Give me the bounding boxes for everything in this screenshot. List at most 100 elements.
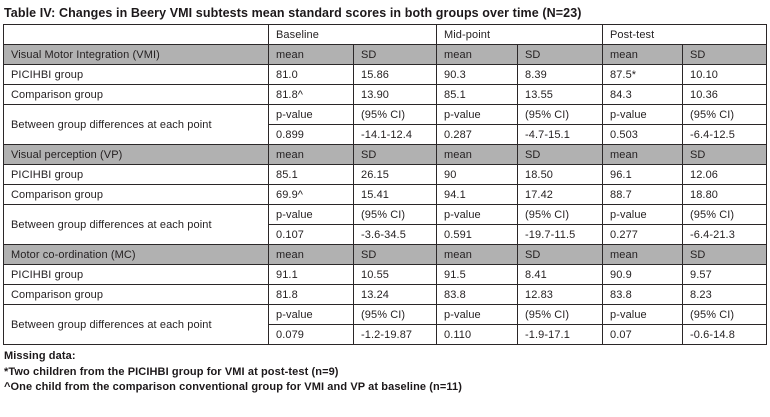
stat-header: mean — [602, 244, 683, 265]
value-cell: 0.107 — [268, 224, 354, 245]
value-cell: 26.15 — [353, 164, 437, 185]
row-label: Comparison group — [3, 84, 269, 105]
diff-header-cell: (95% CI) — [517, 204, 603, 225]
diff-header-cell: (95% CI) — [517, 104, 603, 125]
period-header-posttest: Post-test — [602, 24, 767, 45]
diff-header-cell: (95% CI) — [682, 104, 767, 125]
value-cell: 87.5* — [602, 64, 683, 85]
value-cell: 8.39 — [517, 64, 603, 85]
value-cell: -1.2-19.87 — [353, 324, 437, 345]
row-label: PICIHBI group — [3, 64, 269, 85]
value-cell: 0.899 — [268, 124, 354, 145]
value-cell: 90 — [436, 164, 518, 185]
stat-header: SD — [353, 144, 437, 165]
value-cell: 10.55 — [353, 264, 437, 285]
value-cell: 0.079 — [268, 324, 354, 345]
diff-header-cell: (95% CI) — [682, 204, 767, 225]
stat-header: mean — [268, 44, 354, 65]
value-cell: 10.36 — [682, 84, 767, 105]
value-cell: 0.287 — [436, 124, 518, 145]
value-cell: 8.23 — [682, 284, 767, 305]
stat-header: SD — [517, 44, 603, 65]
footnotes: Missing data: *Two children from the PIC… — [3, 345, 770, 396]
section-name: Visual perception (VP) — [3, 144, 269, 165]
stat-header: SD — [353, 44, 437, 65]
diff-header-cell: p-value — [602, 304, 683, 325]
value-cell: 12.06 — [682, 164, 767, 185]
diff-header-cell: p-value — [268, 304, 354, 325]
diff-header-cell: p-value — [268, 204, 354, 225]
row-label: Between group differences at each point — [3, 104, 269, 145]
stat-header: mean — [602, 44, 683, 65]
value-cell: 91.5 — [436, 264, 518, 285]
table-row: PICIHBI group 85.1 26.15 90 18.50 96.1 1… — [3, 164, 767, 185]
value-cell: 69.9^ — [268, 184, 354, 205]
value-cell: 94.1 — [436, 184, 518, 205]
value-cell: 90.3 — [436, 64, 518, 85]
section-name: Visual Motor Integration (VMI) — [3, 44, 269, 65]
stat-header: mean — [436, 144, 518, 165]
value-cell: 13.55 — [517, 84, 603, 105]
period-header-baseline: Baseline — [268, 24, 437, 45]
row-label: Comparison group — [3, 284, 269, 305]
value-cell: -0.6-14.8 — [682, 324, 767, 345]
diff-header-cell: p-value — [268, 104, 354, 125]
value-cell: 15.86 — [353, 64, 437, 85]
diff-header-cell: p-value — [436, 204, 518, 225]
value-cell: 13.24 — [353, 284, 437, 305]
diff-header-cell: p-value — [602, 104, 683, 125]
value-cell: 91.1 — [268, 264, 354, 285]
diff-value-row: 0.899 -14.1-12.4 0.287 -4.7-15.1 0.503 -… — [4, 124, 767, 145]
value-cell: 0.07 — [602, 324, 683, 345]
stat-header: mean — [602, 144, 683, 165]
value-cell: 0.110 — [436, 324, 518, 345]
stat-header: mean — [436, 244, 518, 265]
row-label: Between group differences at each point — [3, 304, 269, 345]
table-row: Comparison group 81.8^ 13.90 85.1 13.55 … — [3, 84, 767, 105]
diff-value-row: 0.079 -1.2-19.87 0.110 -1.9-17.1 0.07 -0… — [4, 324, 767, 345]
table-row: Comparison group 81.8 13.24 83.8 12.83 8… — [3, 284, 767, 305]
table-row: PICIHBI group 91.1 10.55 91.5 8.41 90.9 … — [3, 264, 767, 285]
value-cell: 90.9 — [602, 264, 683, 285]
diff-header-cell: (95% CI) — [682, 304, 767, 325]
stat-header: mean — [268, 144, 354, 165]
value-cell: 0.591 — [436, 224, 518, 245]
table-row: Comparison group 69.9^ 15.41 94.1 17.42 … — [3, 184, 767, 205]
beery-vmi-results-table: Baseline Mid-point Post-test Visual Moto… — [3, 24, 767, 345]
value-cell: -3.6-34.5 — [353, 224, 437, 245]
value-cell: 85.1 — [268, 164, 354, 185]
value-cell: 83.8 — [436, 284, 518, 305]
footnote-heading: Missing data: — [4, 350, 76, 362]
value-cell: 8.41 — [517, 264, 603, 285]
value-cell: 13.90 — [353, 84, 437, 105]
diff-header-row: Between group differences at each point … — [3, 104, 767, 145]
section-header-row-mc: Motor co-ordination (MC) mean SD mean SD… — [3, 244, 767, 265]
stat-header: SD — [682, 244, 767, 265]
diff-header-row: Between group differences at each point … — [3, 204, 767, 245]
value-cell: 17.42 — [517, 184, 603, 205]
value-cell: 15.41 — [353, 184, 437, 205]
value-cell: 81.8 — [268, 284, 354, 305]
row-label: PICIHBI group — [3, 164, 269, 185]
stat-header: SD — [682, 144, 767, 165]
diff-header-cell: (95% CI) — [353, 204, 437, 225]
diff-header-cell: (95% CI) — [353, 304, 437, 325]
value-cell: 96.1 — [602, 164, 683, 185]
corner-cell — [3, 24, 269, 45]
section-header-row-vp: Visual perception (VP) mean SD mean SD m… — [3, 144, 767, 165]
page: Table IV: Changes in Beery VMI subtests … — [3, 6, 770, 396]
section-header-row-vmi: Visual Motor Integration (VMI) mean SD m… — [3, 44, 767, 65]
table-row: PICIHBI group 81.0 15.86 90.3 8.39 87.5*… — [3, 64, 767, 85]
value-cell: -6.4-12.5 — [682, 124, 767, 145]
value-cell: -1.9-17.1 — [517, 324, 603, 345]
diff-header-row: Between group differences at each point … — [3, 304, 767, 345]
diff-header-cell: p-value — [436, 304, 518, 325]
value-cell: -14.1-12.4 — [353, 124, 437, 145]
stat-header: SD — [517, 244, 603, 265]
diff-header-cell: p-value — [436, 104, 518, 125]
diff-header-cell: p-value — [602, 204, 683, 225]
footnote-line: ^One child from the comparison conventio… — [4, 381, 462, 393]
value-cell: 83.8 — [602, 284, 683, 305]
value-cell: 85.1 — [436, 84, 518, 105]
value-cell: 0.503 — [602, 124, 683, 145]
